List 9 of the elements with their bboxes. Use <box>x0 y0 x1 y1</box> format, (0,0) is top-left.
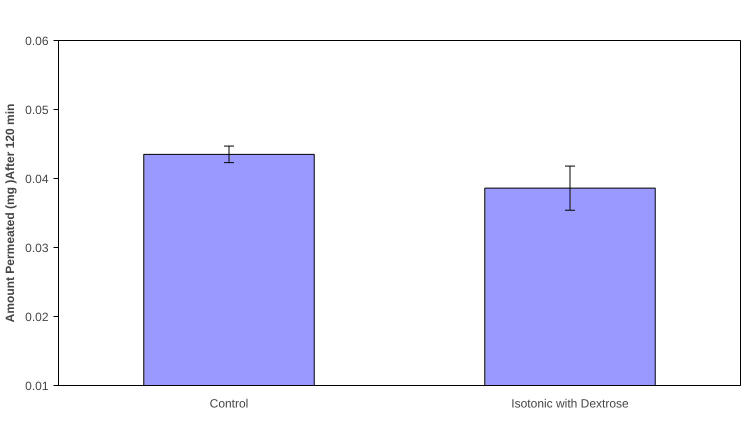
x-tick-label: Control <box>210 396 248 410</box>
y-tick-label: 0.02 <box>25 310 49 324</box>
y-tick-label: 0.04 <box>25 172 49 186</box>
y-axis-title: Amount Permeated (mg )After 120 min <box>3 104 18 322</box>
y-tick-label: 0.06 <box>25 34 49 48</box>
y-tick-label: 0.05 <box>25 103 49 117</box>
y-tick-label: 0.03 <box>25 241 49 255</box>
y-tick-label: 0.01 <box>25 379 49 393</box>
x-tick-label: Isotonic with Dextrose <box>511 396 630 410</box>
